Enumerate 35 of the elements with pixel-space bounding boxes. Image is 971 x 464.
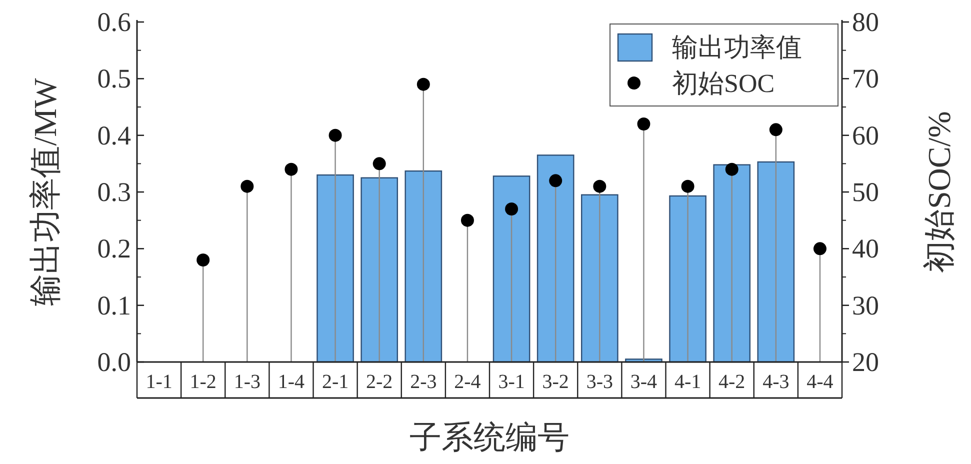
y-tick-label: 0.3 <box>97 177 131 207</box>
x-tick-label: 1-2 <box>190 371 216 393</box>
y2-tick-label: 20 <box>852 347 879 377</box>
y2-tick-label: 70 <box>852 64 879 94</box>
x-tick-label: 2-2 <box>366 371 393 393</box>
x-tick-label: 4-3 <box>762 371 790 393</box>
y2-tick-label: 80 <box>852 7 879 37</box>
x-tick-label: 3-1 <box>498 371 525 393</box>
x-axis-title: 子系统编号 <box>410 419 570 455</box>
x-tick-label: 4-2 <box>718 371 746 393</box>
y-tick-label: 0.1 <box>97 290 131 320</box>
y2-axis-title: 初始SOC/% <box>921 111 957 273</box>
y-tick-label: 0.2 <box>97 234 131 264</box>
x-tick-label: 2-4 <box>454 371 481 393</box>
x-tick-label: 2-1 <box>322 371 349 393</box>
y2-tick-label: 30 <box>852 290 879 320</box>
y-axis-title: 输出功率值/MW <box>27 77 63 306</box>
y2-tick-label: 40 <box>852 234 879 264</box>
x-tick-label: 3-2 <box>542 371 569 393</box>
x-tick-label: 3-4 <box>630 371 658 393</box>
y-tick-label: 0.5 <box>97 64 131 94</box>
x-tick-label: 2-3 <box>410 371 437 393</box>
x-tick-label: 1-3 <box>234 371 260 393</box>
y-tick-label: 0.4 <box>97 120 132 150</box>
x-tick-label: 4-1 <box>674 371 702 393</box>
x-tick-label: 1-1 <box>146 371 172 393</box>
y-tick-label: 0.6 <box>97 7 131 37</box>
x-tick-label: 3-3 <box>586 371 613 393</box>
y-tick-label: 0.0 <box>97 347 131 377</box>
legend-label: 初始SOC <box>672 69 775 98</box>
x-tick-label: 4-4 <box>806 371 834 393</box>
y2-tick-label: 50 <box>852 177 879 207</box>
x-tick-label: 1-4 <box>278 371 305 393</box>
y2-tick-label: 60 <box>852 120 879 150</box>
legend-label: 输出功率值 <box>672 33 802 62</box>
